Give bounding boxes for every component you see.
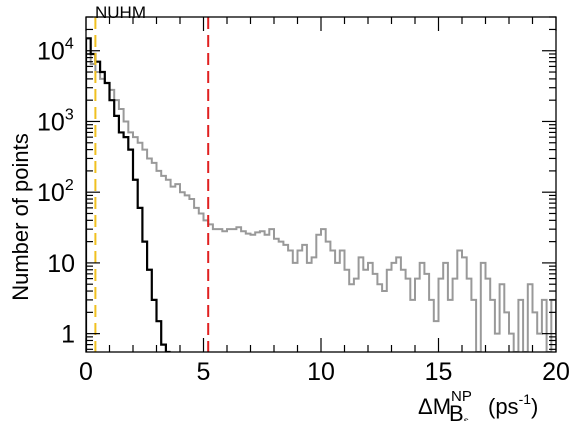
- x-axis-title-subscript-small: s: [464, 416, 469, 421]
- y-tick-label: 103: [37, 106, 74, 136]
- x-tick-label: 0: [79, 358, 93, 386]
- x-tick-label: 20: [542, 358, 570, 386]
- y-tick-label: 104: [37, 36, 74, 66]
- x-tick-label: 10: [307, 358, 335, 386]
- x-axis-title-prefix: ΔM: [418, 394, 451, 419]
- chart-title: NUHM: [95, 3, 146, 22]
- x-tick-label: 15: [425, 358, 453, 386]
- series-0-histogram-line: [86, 52, 556, 352]
- x-axis-title-superscript: NP: [451, 388, 472, 405]
- series-1-histogram-line: [86, 37, 171, 352]
- svg-text:ΔMNP: ΔMNP: [418, 388, 472, 419]
- y-tick-label: 1: [61, 321, 75, 349]
- x-axis-unit-exponent: -1: [519, 391, 532, 407]
- y-tick-label: 102: [37, 177, 74, 207]
- x-axis-title-subscript: B: [449, 401, 464, 421]
- y-axis-title: Number of points: [8, 133, 33, 301]
- x-axis-unit-open: (ps: [488, 394, 519, 419]
- svg-text:Bs: Bs: [449, 401, 469, 421]
- x-tick-label: 5: [197, 358, 211, 386]
- x-axis-title: ΔMNP Bs (ps-1): [418, 388, 538, 421]
- svg-text:(ps-1): (ps-1): [488, 391, 538, 419]
- x-axis-unit-close: ): [531, 394, 538, 419]
- y-tick-label: 10: [47, 250, 75, 278]
- plot-frame: [85, 16, 557, 353]
